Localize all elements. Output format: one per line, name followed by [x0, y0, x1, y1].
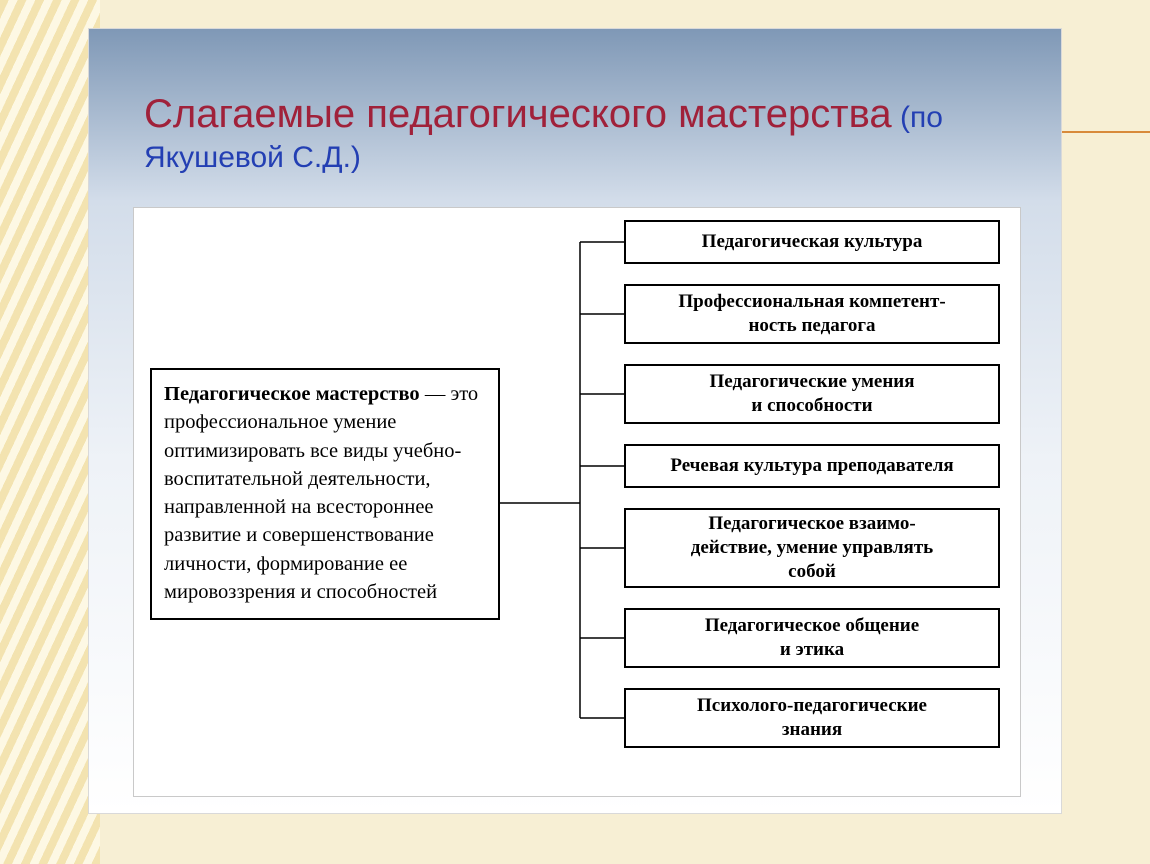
slide-title: Слагаемые педагогического мастерства (по… — [144, 89, 974, 177]
definition-dash: — — [420, 383, 446, 405]
item-box: Речевая культура преподавателя — [624, 444, 1000, 488]
accent-line — [1050, 131, 1150, 133]
definition-box: Педагогическое мастерство — это професси… — [150, 368, 500, 620]
decorative-hatch — [0, 0, 100, 864]
item-box: Педагогические умения и способности — [624, 364, 1000, 424]
diagram-panel: Педагогическое мастерство — это професси… — [133, 207, 1021, 797]
definition-term: Педагогическое мастерство — [164, 383, 420, 405]
item-box: Педагогическая культура — [624, 220, 1000, 264]
definition-body: это профессиональное умение оптимизирова… — [164, 383, 478, 603]
title-main: Слагаемые педагогического мастерства — [144, 92, 892, 136]
item-box: Педагогическое взаимо- действие, умение … — [624, 508, 1000, 588]
slide-area: Слагаемые педагогического мастерства (по… — [88, 28, 1062, 814]
item-box: Педагогическое общение и этика — [624, 608, 1000, 668]
item-box: Профессиональная компетент- ность педаго… — [624, 284, 1000, 344]
page-background: Слагаемые педагогического мастерства (по… — [0, 0, 1150, 864]
items-column: Педагогическая культура Профессиональная … — [624, 220, 1000, 748]
item-box: Психолого-педагогические знания — [624, 688, 1000, 748]
